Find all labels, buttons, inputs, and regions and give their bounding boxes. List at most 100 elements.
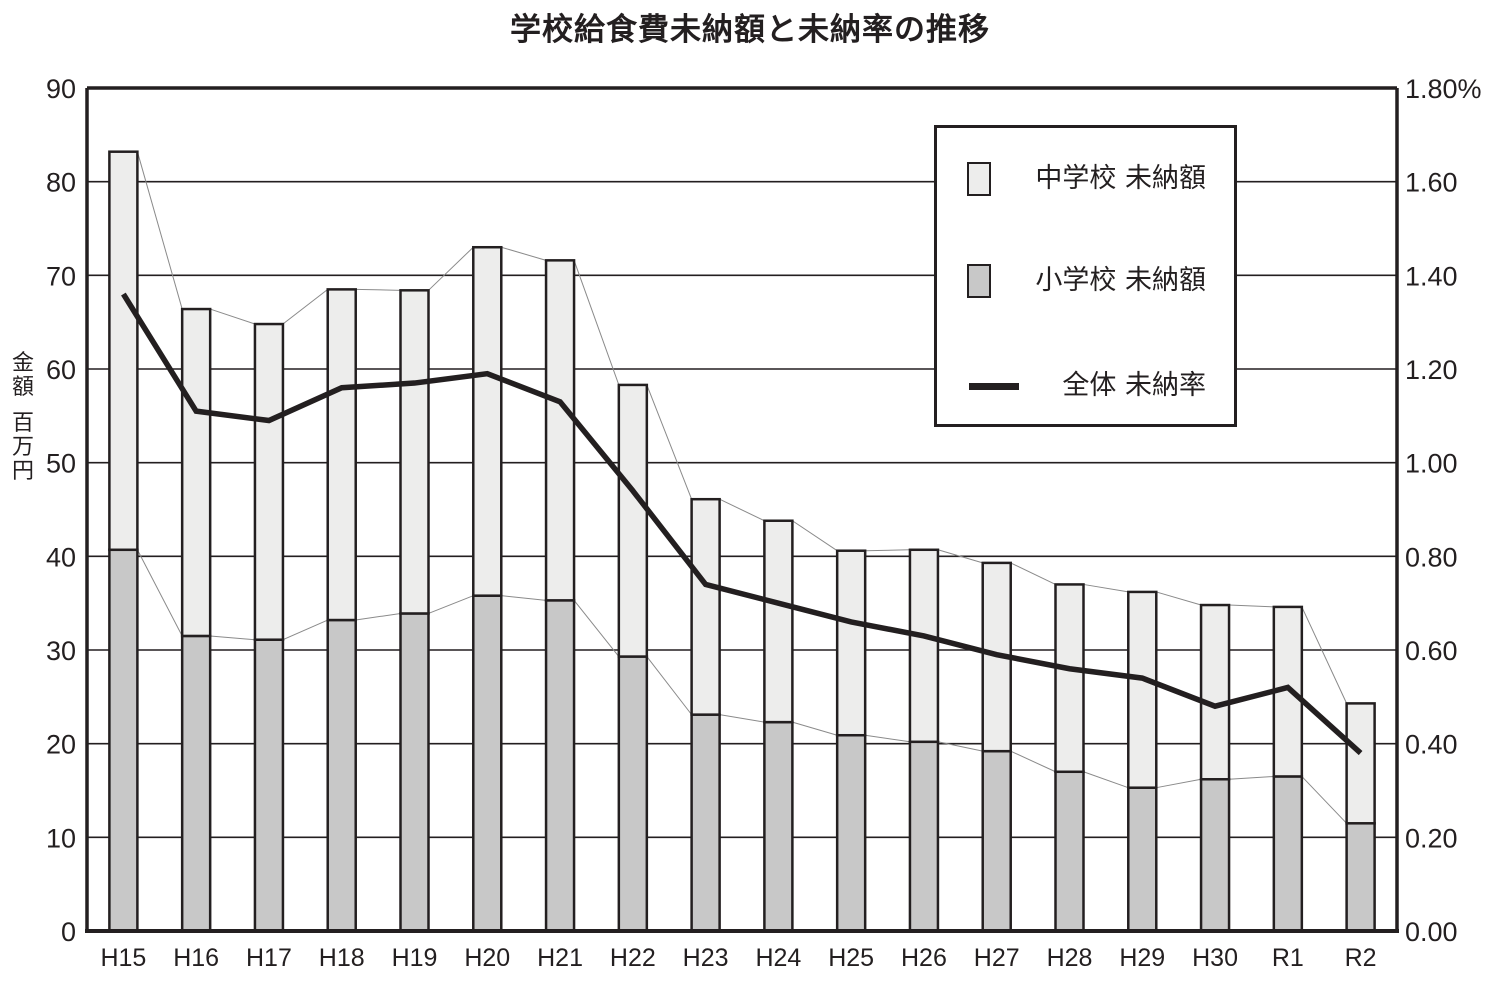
- bar-elementary: [1054, 770, 1085, 933]
- y2-tick-label: 0.00: [1405, 917, 1458, 947]
- x-tick-label: H16: [173, 944, 219, 972]
- legend-label: 中学校 未納額: [1035, 163, 1206, 194]
- bar-connector-lines: [136, 151, 1348, 824]
- legend-item-rate: 全体 未納率: [937, 369, 1234, 409]
- y-axis-label-char: 万: [11, 435, 34, 460]
- bar-group-h26: [908, 548, 940, 933]
- y-axis-left-ticks: 0 10 20 30 40 50 60 70 80 90: [46, 74, 76, 947]
- legend-swatch-elementary: [967, 264, 991, 298]
- bar-elementary: [472, 594, 503, 933]
- bar-elementary: [108, 548, 139, 933]
- x-tick-label: H19: [392, 944, 438, 972]
- bar-junior-high: [1345, 702, 1376, 825]
- bar-elementary: [1127, 786, 1158, 933]
- y2-tick-label: 1.60: [1405, 168, 1458, 198]
- bar-elementary: [835, 733, 867, 933]
- y-axis-label-char: 金: [11, 351, 34, 376]
- bar-group-h22: [617, 383, 649, 933]
- x-tick-label: R2: [1345, 944, 1377, 972]
- bar-junior-high: [544, 259, 576, 602]
- x-tick-label: H15: [100, 944, 146, 972]
- y-tick-label: 30: [46, 636, 76, 666]
- y-tick-label: 0: [61, 917, 76, 947]
- bar-elementary: [399, 612, 430, 933]
- legend: 中学校 未納額 小学校 未納額 全体 未納率: [934, 125, 1237, 427]
- bar-junior-high: [1199, 603, 1231, 781]
- bar-junior-high: [472, 245, 503, 597]
- legend-item-junior-high: 中学校 未納額: [937, 162, 1234, 202]
- bar-group-h21: [544, 259, 576, 933]
- bar-elementary: [253, 638, 285, 933]
- x-tick-label: H22: [610, 944, 656, 972]
- y2-tick-label: 1.20: [1405, 355, 1458, 385]
- x-tick-label: R1: [1272, 944, 1304, 972]
- y-axis-label-char: 円: [11, 459, 34, 484]
- y2-tick-label: 0.20: [1405, 823, 1458, 853]
- y-axis-left-label: 金 額 百 万 円: [10, 352, 36, 484]
- y2-tick-label: 1.80%: [1405, 74, 1482, 104]
- y-axis-label-char: 百: [11, 411, 34, 436]
- bar-elementary: [180, 634, 212, 933]
- bar-junior-high: [763, 519, 794, 724]
- y-tick-label: 60: [46, 355, 76, 385]
- bar-elementary: [981, 749, 1012, 933]
- elementary-connector-line: [136, 549, 1347, 824]
- x-tick-label: H23: [683, 944, 729, 972]
- legend-item-elementary: 小学校 未納額: [937, 264, 1234, 304]
- bar-group-r1: [1272, 605, 1304, 933]
- bar-group-h30: [1199, 603, 1231, 933]
- x-tick-label: H26: [901, 944, 947, 972]
- bar-elementary: [326, 618, 357, 933]
- bar-junior-high: [617, 383, 649, 658]
- bar-group-h15: [108, 150, 139, 933]
- bar-junior-high: [108, 150, 139, 552]
- bar-junior-high: [690, 497, 721, 716]
- bar-junior-high: [253, 322, 285, 641]
- x-axis-ticks: H15 H16 H17 H18 H19 H20 H21 H22 H23 H24 H25 H26 H27 H…: [100, 944, 1376, 972]
- y-tick-label: 90: [46, 74, 76, 104]
- x-tick-label: H17: [246, 944, 292, 972]
- y-tick-label: 10: [46, 823, 76, 853]
- legend-line-rate: [969, 383, 1019, 390]
- x-tick-label: H28: [1047, 944, 1093, 972]
- bar-elementary: [763, 720, 794, 933]
- x-tick-label: H24: [755, 944, 801, 972]
- bar-junior-high: [180, 307, 212, 638]
- bar-group-h29: [1127, 590, 1158, 933]
- bar-group-r2: [1345, 702, 1376, 933]
- y2-tick-label: 0.40: [1405, 730, 1458, 760]
- x-tick-label: H30: [1192, 944, 1238, 972]
- y-tick-label: 70: [46, 261, 76, 291]
- bar-elementary: [1272, 775, 1304, 933]
- x-tick-label: H25: [828, 944, 874, 972]
- y2-tick-label: 1.40: [1405, 261, 1458, 291]
- total-connector-line: [136, 151, 1348, 704]
- bar-junior-high: [326, 288, 357, 622]
- legend-label: 全体 未納率: [1062, 370, 1206, 401]
- y2-tick-label: 0.80: [1405, 542, 1458, 572]
- bar-elementary: [617, 655, 649, 933]
- x-tick-label: H21: [537, 944, 583, 972]
- chart-title: 学校給食費未納額と未納率の推移: [510, 12, 990, 48]
- x-tick-label: H20: [464, 944, 510, 972]
- y-tick-label: 40: [46, 542, 76, 572]
- bar-group-h24: [763, 519, 794, 933]
- axes: [85, 86, 1399, 933]
- bar-elementary: [1345, 822, 1376, 933]
- bar-junior-high: [835, 549, 867, 737]
- y-tick-label: 50: [46, 449, 76, 479]
- bar-group-h25: [835, 549, 867, 933]
- y2-tick-label: 1.00: [1405, 449, 1458, 479]
- stacked-bars: [108, 150, 1376, 933]
- bar-group-h19: [399, 289, 430, 933]
- y-tick-label: 80: [46, 168, 76, 198]
- rate-line-series: [121, 292, 1363, 756]
- bar-elementary: [544, 599, 576, 933]
- bar-group-h28: [1054, 583, 1085, 933]
- bar-group-h16: [180, 307, 212, 933]
- rate-line: [121, 292, 1363, 756]
- bar-elementary: [908, 740, 940, 933]
- bar-group-h23: [690, 497, 721, 933]
- y-tick-label: 20: [46, 730, 76, 760]
